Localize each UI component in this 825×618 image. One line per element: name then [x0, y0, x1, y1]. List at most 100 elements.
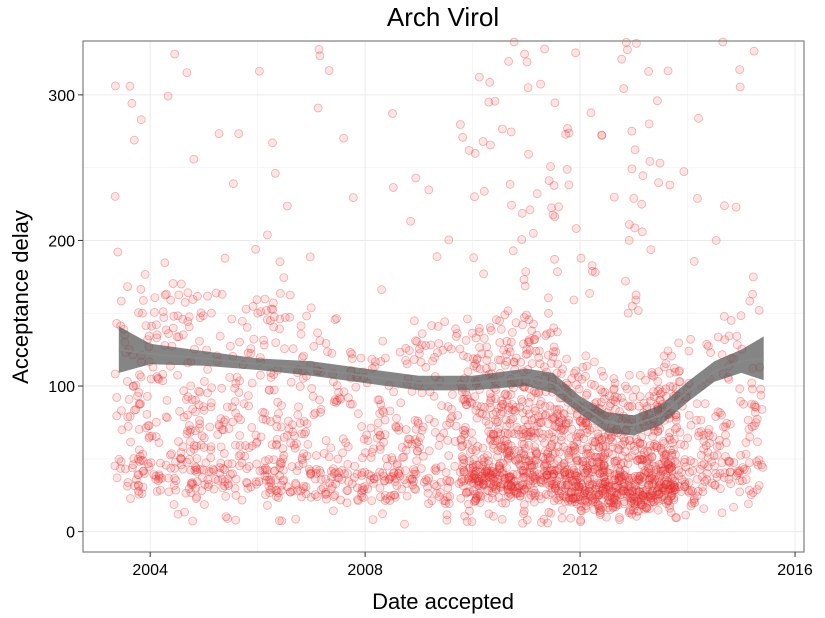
data-point — [549, 342, 559, 352]
data-point — [301, 489, 311, 499]
data-point — [261, 490, 270, 500]
data-point — [269, 322, 279, 332]
data-point — [589, 474, 599, 484]
data-point — [481, 364, 491, 373]
data-point — [640, 466, 650, 476]
data-point — [536, 396, 546, 406]
data-point — [470, 496, 480, 506]
data-point — [242, 322, 252, 332]
data-point — [129, 405, 139, 415]
data-point — [498, 466, 508, 476]
data-point — [689, 256, 699, 266]
data-point — [741, 449, 751, 459]
data-point — [473, 441, 483, 451]
data-point — [542, 470, 552, 480]
data-point — [231, 490, 241, 500]
data-point — [699, 459, 709, 469]
data-point — [309, 410, 319, 420]
data-point — [272, 439, 281, 449]
data-point — [234, 388, 244, 397]
data-point — [647, 472, 656, 482]
data-point — [206, 445, 216, 455]
data-point — [503, 491, 513, 501]
data-point — [186, 465, 196, 475]
data-point — [353, 496, 363, 506]
data-point — [547, 483, 557, 493]
data-point — [530, 471, 540, 481]
data-point — [588, 464, 598, 474]
data-point — [667, 483, 677, 493]
data-point — [525, 205, 535, 215]
data-point — [634, 487, 644, 496]
data-point — [567, 463, 577, 473]
data-point — [424, 414, 434, 424]
data-point — [552, 405, 562, 415]
data-point — [379, 407, 388, 417]
data-point — [223, 479, 233, 489]
data-point — [476, 492, 486, 501]
data-point — [224, 424, 234, 434]
data-point — [666, 481, 676, 490]
data-point — [503, 306, 513, 316]
data-point — [195, 423, 204, 433]
data-point — [655, 158, 665, 168]
data-point — [460, 511, 470, 521]
data-point — [380, 476, 390, 486]
data-point — [468, 466, 478, 476]
data-point — [553, 327, 562, 337]
data-point — [600, 450, 609, 460]
data-point — [377, 285, 387, 295]
data-point — [664, 464, 674, 474]
data-point — [612, 456, 622, 466]
data-point — [654, 481, 664, 490]
data-point — [656, 466, 666, 476]
data-point — [524, 397, 534, 407]
data-point — [162, 413, 172, 423]
data-point — [627, 401, 637, 411]
data-point — [592, 452, 601, 462]
data-point — [519, 449, 528, 458]
data-point — [192, 492, 202, 502]
data-point — [610, 397, 620, 406]
data-point — [665, 484, 675, 494]
data-point — [644, 468, 653, 478]
data-point — [110, 461, 120, 471]
data-point — [506, 480, 516, 490]
data-point — [440, 496, 450, 506]
data-point — [296, 329, 306, 339]
data-point — [666, 492, 676, 501]
data-point — [511, 486, 521, 496]
data-point — [414, 349, 424, 359]
data-point — [519, 509, 528, 519]
data-point — [396, 398, 406, 408]
data-point — [645, 504, 654, 514]
data-point — [700, 399, 710, 409]
data-point — [627, 164, 637, 174]
data-point — [292, 466, 302, 476]
data-point — [311, 464, 321, 474]
data-point — [624, 477, 634, 487]
data-point — [637, 199, 647, 209]
data-point — [357, 488, 366, 498]
data-point — [702, 468, 712, 478]
data-point — [636, 450, 646, 460]
data-point — [494, 461, 504, 471]
data-point — [500, 310, 510, 320]
data-point — [313, 103, 323, 113]
data-point — [626, 441, 635, 450]
data-point — [501, 498, 511, 508]
data-point — [506, 415, 516, 425]
data-point — [657, 459, 667, 469]
data-point — [310, 408, 320, 418]
data-point — [386, 472, 396, 482]
data-point — [390, 490, 400, 500]
data-point — [544, 176, 554, 186]
data-point — [508, 327, 517, 337]
data-point — [336, 394, 346, 404]
data-point — [599, 460, 609, 469]
data-point — [639, 454, 649, 464]
data-point — [413, 446, 423, 456]
data-point — [617, 393, 626, 403]
data-point — [338, 448, 348, 458]
data-point — [204, 479, 214, 489]
